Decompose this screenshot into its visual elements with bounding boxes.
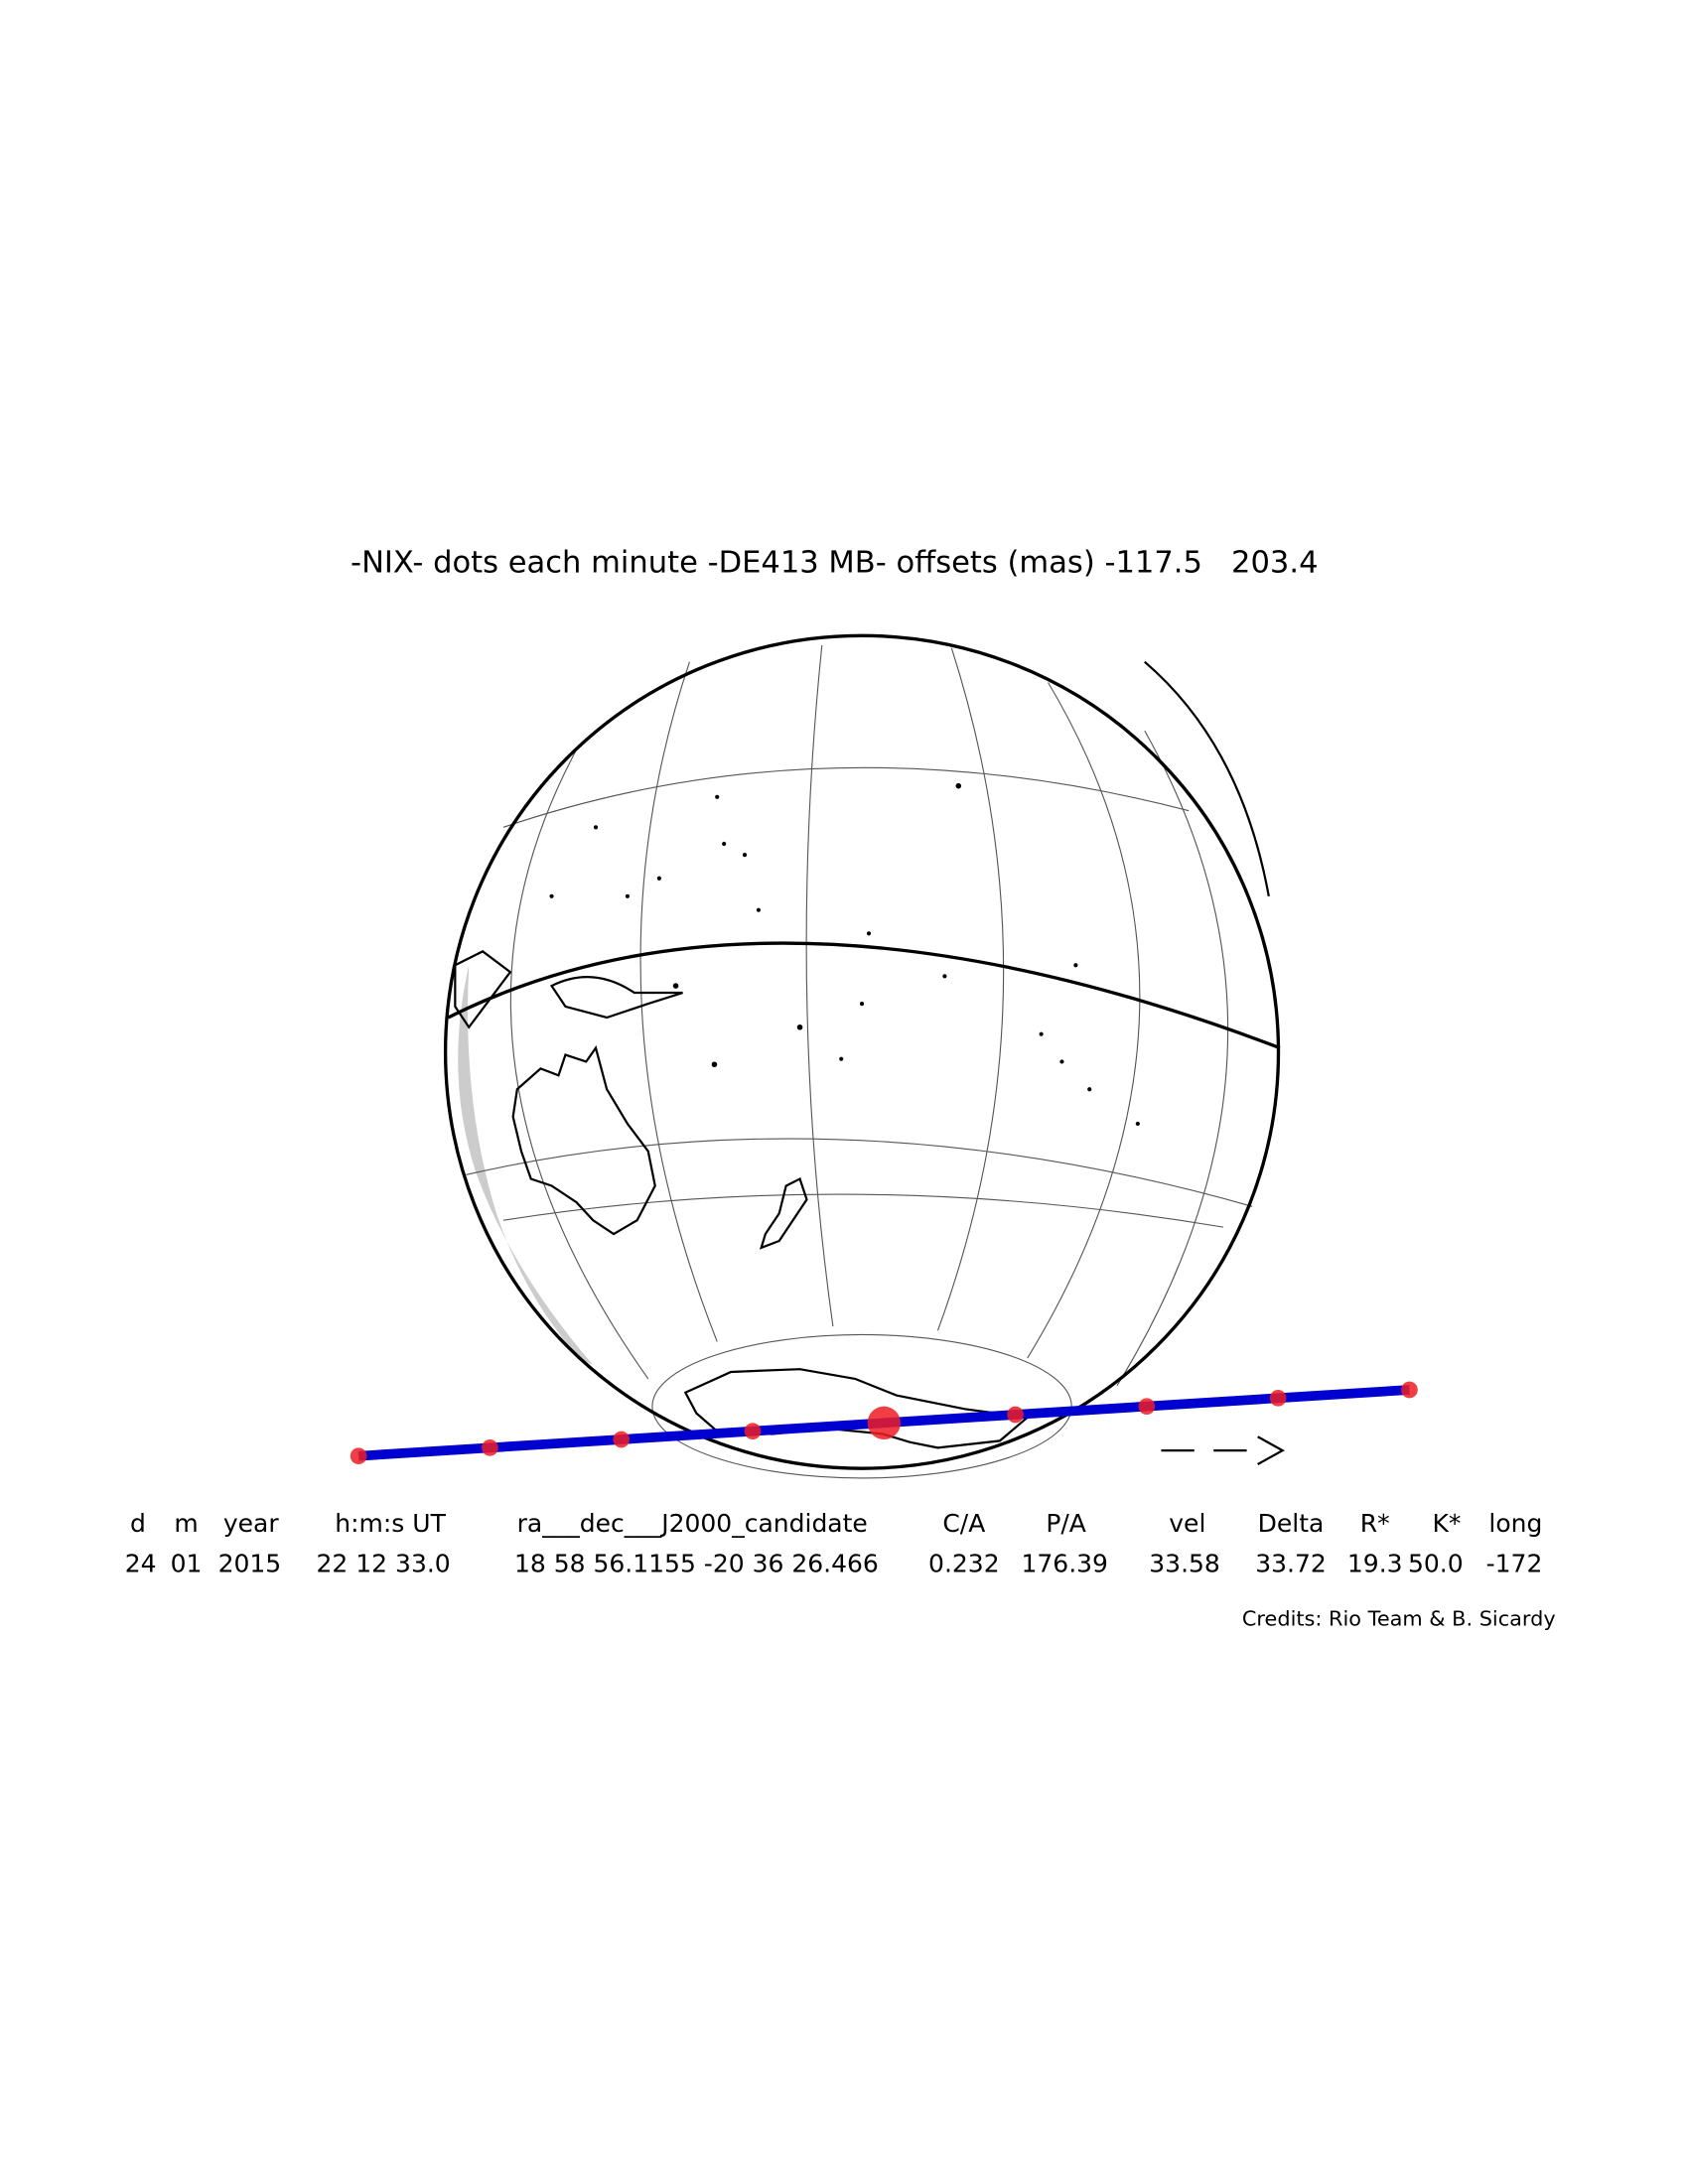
- new-guinea: [549, 976, 683, 1020]
- table-value: 18 58 56.1155 -20 36 26.466: [514, 1549, 879, 1577]
- table-header: C/A: [942, 1509, 985, 1538]
- table-header: vel: [1169, 1509, 1205, 1538]
- meridian: [805, 644, 834, 1327]
- table-header: year: [223, 1509, 279, 1538]
- asia-islands: [454, 950, 512, 1029]
- table-value: 2015: [218, 1549, 282, 1577]
- central-instant: [867, 1406, 901, 1440]
- direction-arrow: [1161, 1435, 1285, 1465]
- event-table: d m year h:m:s UT ra___dec___J2000_candidate…: [125, 1509, 1543, 1577]
- minute-dot: [1269, 1390, 1287, 1407]
- minute-dot: [744, 1423, 762, 1440]
- islands: [549, 782, 1140, 1127]
- table-value: 50.0: [1408, 1549, 1464, 1577]
- globe-limb: [443, 633, 1281, 1470]
- meridian: [509, 744, 649, 1380]
- table-value: 33.58: [1149, 1549, 1220, 1577]
- table-header: R*: [1360, 1509, 1390, 1538]
- meridian: [1027, 682, 1141, 1359]
- table-value: 24: [125, 1549, 157, 1577]
- table-value: 176.39: [1021, 1549, 1107, 1577]
- table-header: h:m:s UT: [335, 1509, 446, 1538]
- parallel: [502, 766, 1190, 828]
- table-header: long: [1488, 1509, 1542, 1538]
- meridian: [1116, 730, 1229, 1387]
- parallel: [466, 1138, 1253, 1207]
- minute-dot: [1007, 1406, 1024, 1424]
- meridian: [936, 647, 1005, 1331]
- table-header: ra___dec___J2000_candidate: [517, 1509, 868, 1538]
- globe: [443, 633, 1281, 1479]
- occultation-map: -NIX- dots each minute -DE413 MB- offset…: [125, 545, 1556, 1630]
- table-header: d: [130, 1509, 146, 1538]
- table-header: m: [174, 1509, 198, 1538]
- parallel: [502, 1193, 1224, 1228]
- meridian: [639, 661, 718, 1342]
- minute-dot: [1138, 1398, 1156, 1416]
- minute-dots: [350, 1381, 1418, 1465]
- new-zealand: [759, 1176, 808, 1250]
- table-value: -172: [1486, 1549, 1543, 1577]
- title: -NIX- dots each minute -DE413 MB- offset…: [351, 545, 1318, 580]
- minute-dot: [613, 1431, 631, 1448]
- australia: [511, 1044, 656, 1236]
- minute-dot: [350, 1447, 367, 1465]
- equator: [447, 941, 1281, 1050]
- minute-dot: [1401, 1381, 1418, 1399]
- table-header: K*: [1433, 1509, 1462, 1538]
- americas-coast: [1144, 660, 1270, 896]
- table-header: P/A: [1046, 1509, 1086, 1538]
- table-value: 22 12 33.0: [317, 1549, 451, 1577]
- minute-dot: [482, 1439, 498, 1456]
- table-value: 33.72: [1255, 1549, 1327, 1577]
- table-value: 01: [171, 1549, 203, 1577]
- credits: Credits: Rio Team & B. Sicardy: [1242, 1607, 1556, 1631]
- table-header: Delta: [1258, 1509, 1325, 1538]
- table-value: 0.232: [928, 1549, 1000, 1577]
- table-value: 19.3: [1347, 1549, 1403, 1577]
